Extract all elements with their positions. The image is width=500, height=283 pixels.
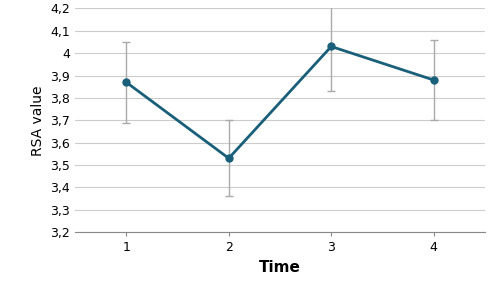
X-axis label: Time: Time xyxy=(259,260,301,275)
Y-axis label: RSA value: RSA value xyxy=(30,85,44,156)
